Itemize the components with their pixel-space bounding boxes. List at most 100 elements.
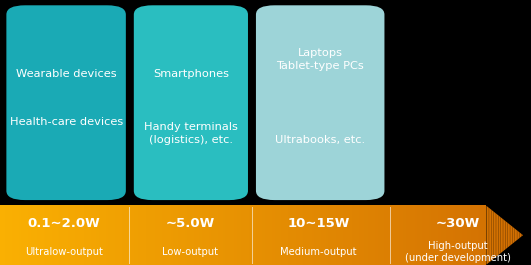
Polygon shape: [14, 205, 16, 265]
Polygon shape: [434, 205, 436, 265]
Polygon shape: [279, 205, 281, 265]
Polygon shape: [293, 205, 295, 265]
Polygon shape: [272, 205, 273, 265]
Polygon shape: [469, 205, 470, 265]
Polygon shape: [186, 205, 189, 265]
Polygon shape: [429, 205, 431, 265]
Polygon shape: [402, 205, 405, 265]
Polygon shape: [173, 205, 174, 265]
Polygon shape: [110, 205, 112, 265]
Polygon shape: [370, 205, 371, 265]
Text: 10∼15W: 10∼15W: [287, 217, 350, 230]
Polygon shape: [282, 205, 284, 265]
Polygon shape: [258, 205, 260, 265]
Polygon shape: [483, 205, 485, 265]
Polygon shape: [518, 231, 519, 239]
Polygon shape: [228, 205, 230, 265]
Polygon shape: [75, 205, 76, 265]
Polygon shape: [511, 226, 512, 245]
Polygon shape: [340, 205, 342, 265]
Polygon shape: [63, 205, 64, 265]
Polygon shape: [350, 205, 352, 265]
Polygon shape: [5, 205, 7, 265]
Polygon shape: [44, 205, 45, 265]
Polygon shape: [241, 205, 242, 265]
Polygon shape: [96, 205, 98, 265]
Polygon shape: [444, 205, 447, 265]
Polygon shape: [335, 205, 337, 265]
Polygon shape: [87, 205, 89, 265]
Polygon shape: [129, 205, 131, 265]
Polygon shape: [476, 205, 478, 265]
Polygon shape: [178, 205, 179, 265]
Polygon shape: [150, 205, 152, 265]
Polygon shape: [79, 205, 80, 265]
Polygon shape: [164, 205, 166, 265]
Polygon shape: [295, 205, 296, 265]
Polygon shape: [450, 205, 451, 265]
Polygon shape: [54, 205, 56, 265]
Polygon shape: [239, 205, 241, 265]
Polygon shape: [314, 205, 315, 265]
Polygon shape: [424, 205, 425, 265]
Polygon shape: [361, 205, 363, 265]
Text: Wearable devices: Wearable devices: [16, 69, 117, 79]
Polygon shape: [251, 205, 253, 265]
Polygon shape: [185, 205, 186, 265]
Polygon shape: [412, 205, 413, 265]
Polygon shape: [21, 205, 23, 265]
Polygon shape: [201, 205, 202, 265]
Polygon shape: [33, 205, 35, 265]
Polygon shape: [106, 205, 108, 265]
Polygon shape: [392, 205, 394, 265]
Polygon shape: [28, 205, 30, 265]
Polygon shape: [247, 205, 250, 265]
Text: High-output
(under development): High-output (under development): [405, 241, 511, 263]
Polygon shape: [500, 217, 502, 253]
Polygon shape: [208, 205, 209, 265]
Polygon shape: [305, 205, 307, 265]
Polygon shape: [12, 205, 14, 265]
Polygon shape: [230, 205, 232, 265]
Polygon shape: [244, 205, 246, 265]
Polygon shape: [373, 205, 375, 265]
Polygon shape: [42, 205, 44, 265]
Polygon shape: [371, 205, 373, 265]
Polygon shape: [18, 205, 19, 265]
Polygon shape: [289, 205, 291, 265]
Polygon shape: [143, 205, 145, 265]
Polygon shape: [386, 205, 387, 265]
Polygon shape: [121, 205, 122, 265]
Polygon shape: [167, 205, 169, 265]
Polygon shape: [174, 205, 176, 265]
Polygon shape: [288, 205, 289, 265]
Polygon shape: [24, 205, 26, 265]
Polygon shape: [473, 205, 474, 265]
Polygon shape: [497, 214, 499, 256]
Polygon shape: [89, 205, 91, 265]
Polygon shape: [253, 205, 254, 265]
Polygon shape: [183, 205, 185, 265]
Polygon shape: [383, 205, 386, 265]
Polygon shape: [242, 205, 244, 265]
Polygon shape: [265, 205, 267, 265]
Polygon shape: [405, 205, 406, 265]
Polygon shape: [319, 205, 321, 265]
Polygon shape: [425, 205, 427, 265]
Polygon shape: [64, 205, 66, 265]
Polygon shape: [30, 205, 31, 265]
Polygon shape: [162, 205, 164, 265]
Polygon shape: [378, 205, 380, 265]
Polygon shape: [56, 205, 57, 265]
Polygon shape: [202, 205, 204, 265]
Polygon shape: [250, 205, 251, 265]
Polygon shape: [85, 205, 87, 265]
Polygon shape: [368, 205, 370, 265]
Polygon shape: [474, 205, 476, 265]
Polygon shape: [302, 205, 303, 265]
Polygon shape: [448, 205, 450, 265]
Polygon shape: [324, 205, 326, 265]
Polygon shape: [157, 205, 159, 265]
Polygon shape: [16, 205, 18, 265]
Polygon shape: [502, 218, 504, 252]
